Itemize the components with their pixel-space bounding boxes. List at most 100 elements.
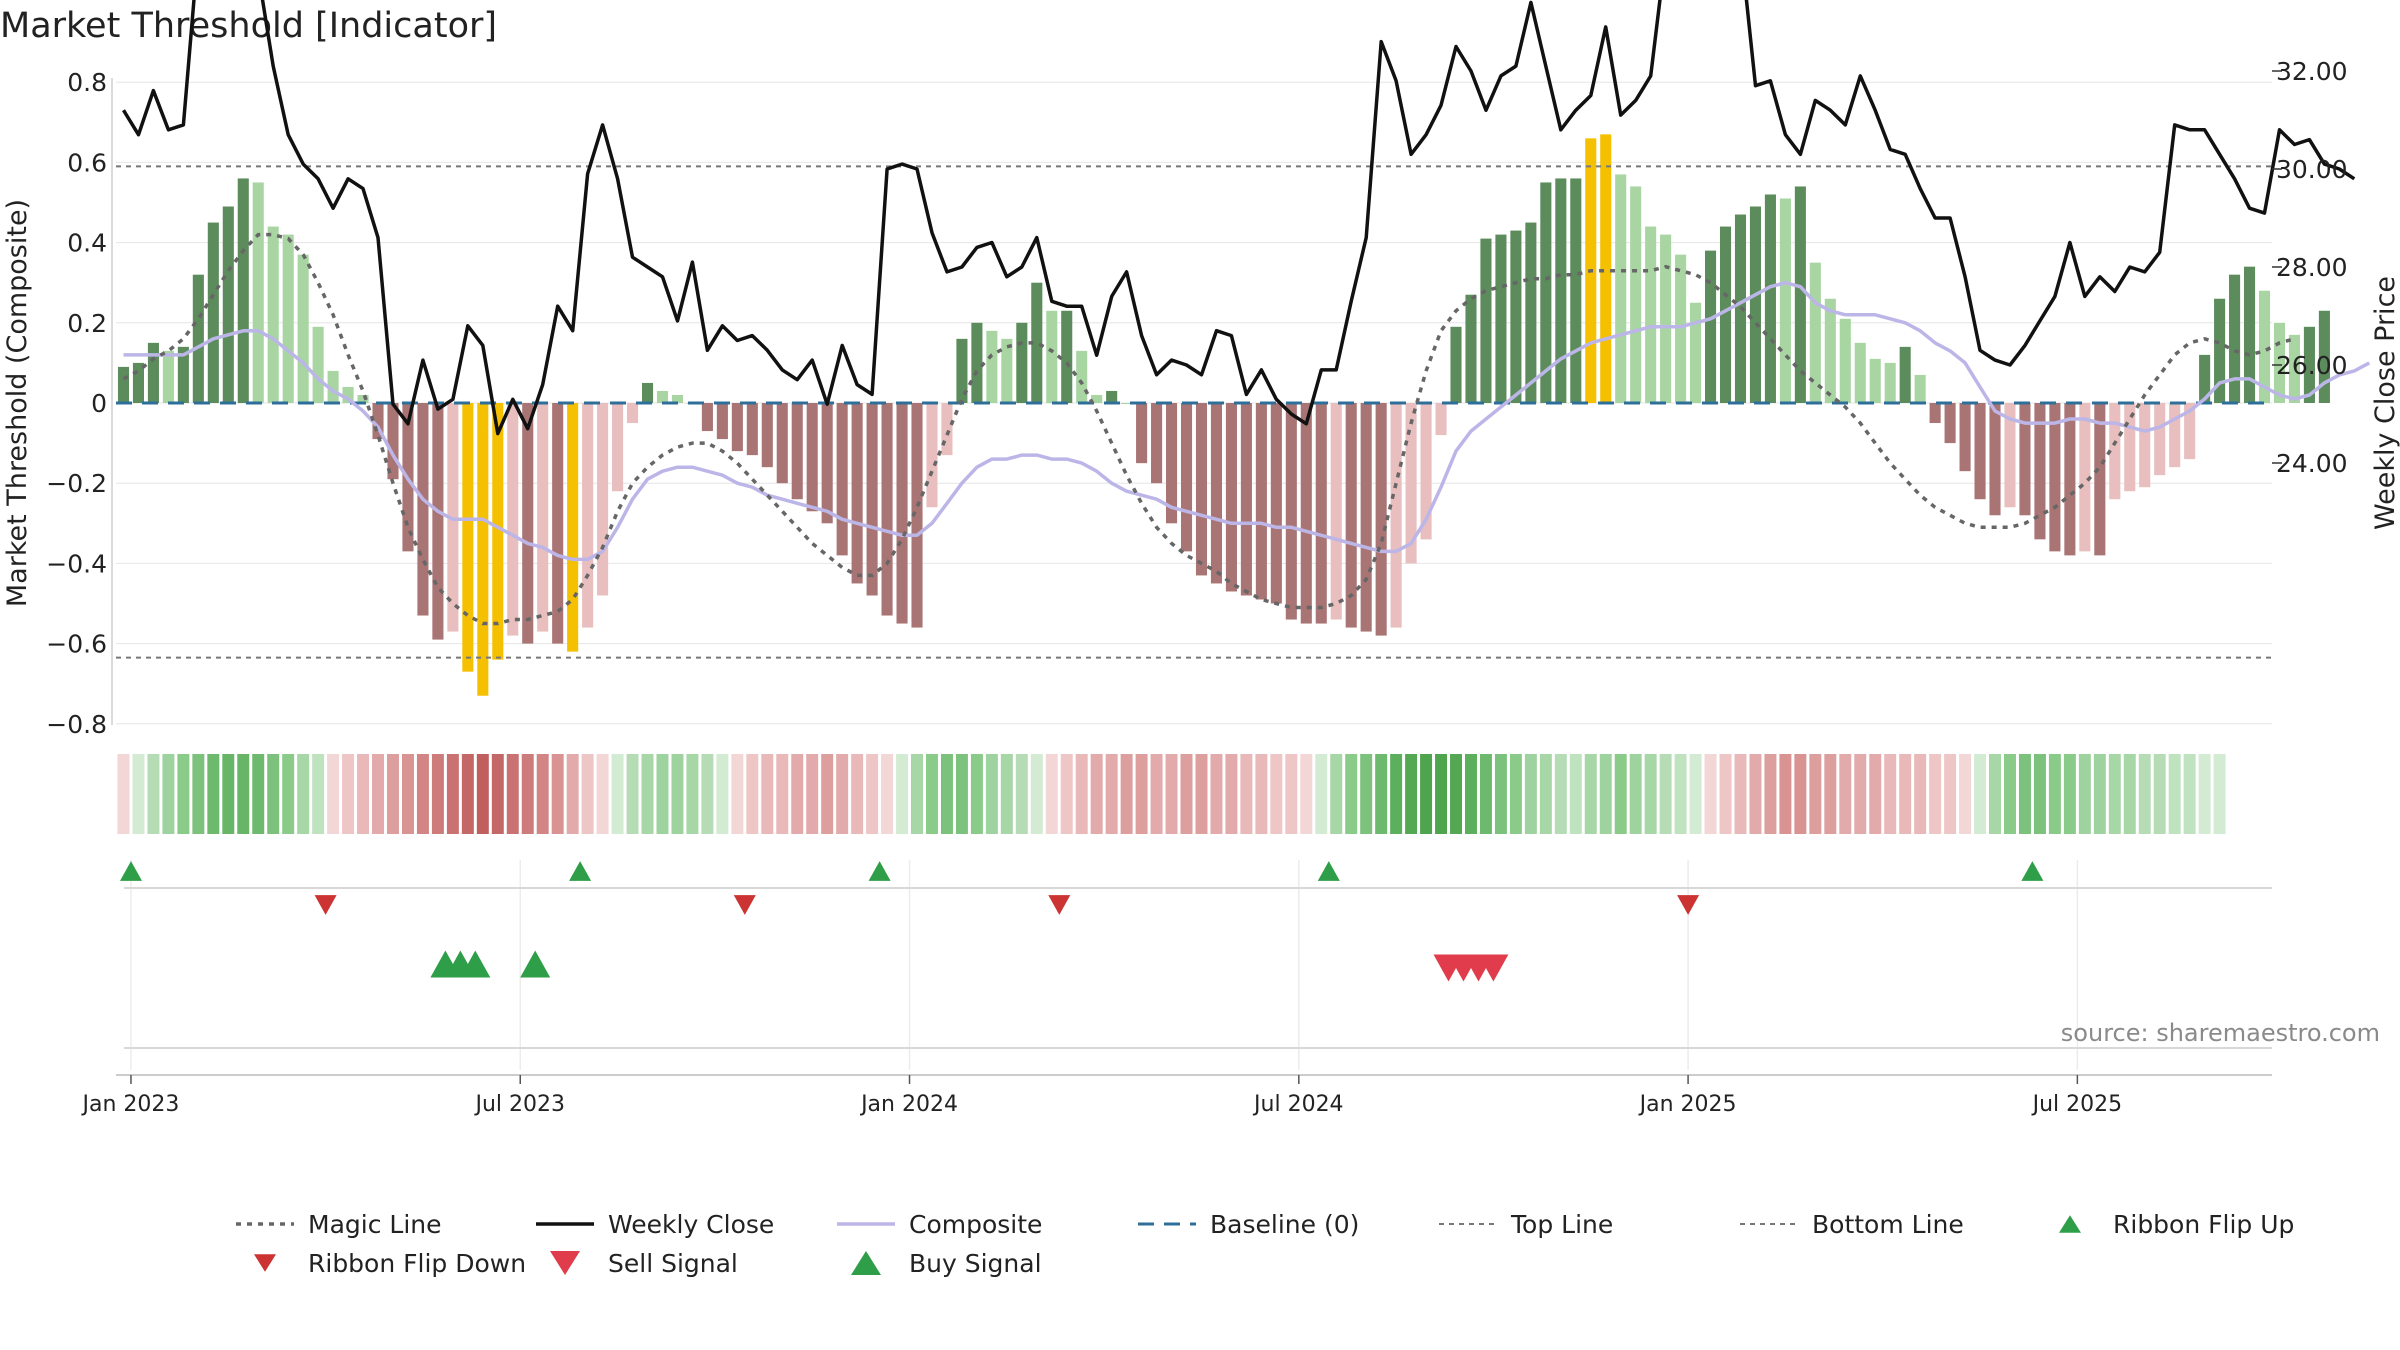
ribbon-cell bbox=[222, 754, 235, 834]
composite-bar bbox=[926, 403, 938, 508]
ribbon-cell bbox=[1255, 754, 1268, 834]
composite-bar bbox=[1450, 326, 1462, 403]
composite-bar bbox=[791, 403, 803, 500]
composite-bar bbox=[1240, 403, 1252, 596]
buy-signal-marker bbox=[520, 950, 551, 978]
ribbon-cell bbox=[1944, 754, 1957, 834]
legend-item-bottom: Bottom Line bbox=[1740, 1210, 1964, 1239]
composite-bar bbox=[1630, 186, 1642, 403]
composite-bar bbox=[2154, 403, 2166, 476]
ribbon-cell bbox=[1075, 754, 1088, 834]
ribbon-cell bbox=[821, 754, 834, 834]
ribbon-cell bbox=[970, 754, 983, 834]
left-tick-label: 0.8 bbox=[67, 68, 107, 97]
composite-line bbox=[123, 280, 2371, 562]
ribbon-cell bbox=[1045, 754, 1058, 834]
ribbon-cell bbox=[1644, 754, 1657, 834]
ribbon-cell bbox=[1300, 754, 1313, 834]
composite-bar bbox=[821, 403, 833, 524]
ribbon-cell bbox=[252, 754, 265, 834]
ribbon-cell bbox=[446, 754, 459, 834]
ribbon-cell bbox=[1180, 754, 1193, 834]
ribbon-flip-down-marker bbox=[314, 895, 337, 915]
ribbon-cell bbox=[431, 754, 444, 834]
ribbon-cell bbox=[836, 754, 849, 834]
ribbon-cell bbox=[1210, 754, 1223, 834]
ribbon-cell bbox=[1914, 754, 1927, 834]
legend: Magic Line Weekly Close Composite Baseline … bbox=[236, 1210, 2294, 1278]
composite-bar bbox=[2094, 403, 2106, 556]
ribbon-cell bbox=[1464, 754, 1477, 834]
legend-item-top: Top Line bbox=[1439, 1210, 1613, 1239]
ribbon-cell bbox=[1030, 754, 1043, 834]
x-tick-label: Jul 2024 bbox=[1252, 1092, 1344, 1117]
ribbon-cell bbox=[1165, 754, 1178, 834]
ribbon-cell bbox=[357, 754, 370, 834]
composite-bar bbox=[177, 346, 189, 403]
ribbon-cell bbox=[267, 754, 280, 834]
composite-bar bbox=[1136, 403, 1148, 464]
y-axis-label-right: Weekly Close Price bbox=[2370, 276, 2400, 530]
ribbon-cell bbox=[2138, 754, 2151, 834]
composite-bar bbox=[1570, 178, 1582, 403]
composite-bar bbox=[1465, 294, 1477, 403]
composite-bar bbox=[1749, 206, 1761, 403]
legend-label: Buy Signal bbox=[909, 1249, 1042, 1278]
ribbon-cell bbox=[641, 754, 654, 834]
composite-bar bbox=[1944, 403, 1956, 444]
legend-swatch bbox=[851, 1251, 881, 1275]
ribbon-cell bbox=[506, 754, 519, 834]
ribbon-cell bbox=[132, 754, 145, 834]
composite-bar bbox=[2079, 403, 2091, 552]
legend-item-composite: Composite bbox=[837, 1210, 1042, 1239]
composite-bar bbox=[372, 403, 384, 440]
ribbon-flip-up-marker bbox=[120, 861, 142, 881]
sell-signal-marker bbox=[1478, 954, 1509, 982]
composite-bar bbox=[896, 403, 908, 624]
ribbon-cell bbox=[312, 754, 325, 834]
composite-bar bbox=[1046, 310, 1058, 403]
ribbon-cell bbox=[1435, 754, 1448, 834]
composite-bar bbox=[1076, 350, 1088, 403]
composite-bar bbox=[2258, 290, 2271, 403]
left-tick-label: 0.2 bbox=[67, 309, 107, 338]
legend-label: Bottom Line bbox=[1812, 1210, 1964, 1239]
composite-bar bbox=[1435, 403, 1447, 436]
ribbon-cell bbox=[1270, 754, 1283, 834]
composite-bar bbox=[1660, 234, 1672, 403]
ribbon-cell bbox=[925, 754, 938, 834]
ribbon-cell bbox=[207, 754, 220, 834]
ribbon-cell bbox=[1539, 754, 1552, 834]
left-tick-label: −0.6 bbox=[46, 630, 107, 659]
ribbon-cell bbox=[1315, 754, 1328, 834]
ribbon-cell bbox=[401, 754, 414, 834]
ribbon-cell bbox=[2018, 754, 2031, 834]
composite-bar bbox=[2139, 403, 2151, 488]
composite-bar bbox=[267, 226, 279, 403]
composite-bar bbox=[1151, 403, 1163, 484]
ribbon-cell bbox=[1929, 754, 1942, 834]
composite-bar bbox=[701, 403, 713, 432]
composite-bar bbox=[282, 234, 294, 403]
composite-bar bbox=[132, 362, 144, 403]
composite-bar bbox=[1809, 262, 1821, 403]
composite-bar bbox=[2214, 298, 2226, 403]
legend-item-flipdown: Ribbon Flip Down bbox=[254, 1249, 526, 1278]
composite-bar bbox=[2273, 322, 2286, 403]
composite-bar bbox=[851, 403, 863, 584]
ribbon-cell bbox=[1674, 754, 1687, 834]
composite-bar bbox=[1675, 254, 1687, 403]
composite-bar bbox=[731, 403, 743, 452]
composite-bar bbox=[941, 403, 953, 456]
composite-bar bbox=[492, 403, 504, 660]
left-tick-label: 0.4 bbox=[67, 229, 107, 258]
ribbon-cell bbox=[940, 754, 953, 834]
legend-item-sell: Sell Signal bbox=[550, 1249, 738, 1278]
composite-bar bbox=[1180, 403, 1193, 552]
ribbon-cell bbox=[1195, 754, 1208, 834]
composite-bar bbox=[1016, 322, 1028, 403]
chart-title: Market Threshold [Indicator] bbox=[0, 6, 497, 46]
composite-bar bbox=[237, 178, 249, 403]
composite-bar bbox=[1540, 182, 1552, 403]
composite-bar bbox=[1315, 403, 1327, 624]
